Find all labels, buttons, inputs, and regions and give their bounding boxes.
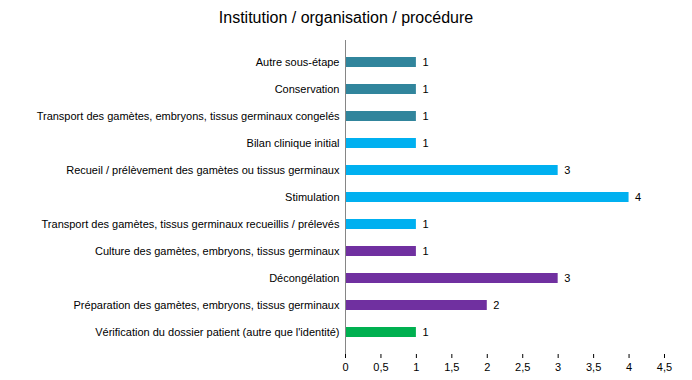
svg-text:1: 1 [413, 361, 419, 373]
svg-text:0: 0 [342, 361, 348, 373]
svg-text:Transport des gamètes, embryon: Transport des gamètes, embryons, tissus … [37, 110, 340, 122]
svg-text:2: 2 [493, 299, 499, 311]
svg-text:Conservation: Conservation [275, 83, 340, 95]
svg-text:1,5: 1,5 [444, 361, 459, 373]
svg-text:3,5: 3,5 [586, 361, 601, 373]
svg-text:Recueil / prélèvement des gamè: Recueil / prélèvement des gamètes ou tis… [66, 164, 340, 176]
svg-text:1: 1 [422, 56, 428, 68]
svg-text:1: 1 [422, 245, 428, 257]
svg-text:Vérification du dossier patien: Vérification du dossier patient (autre q… [95, 326, 339, 338]
svg-text:1: 1 [422, 326, 428, 338]
svg-text:Transport des gamètes, tissus: Transport des gamètes, tissus germinaux … [42, 218, 340, 230]
svg-text:2: 2 [484, 361, 490, 373]
svg-text:Préparation des gamètes, embry: Préparation des gamètes, embryons, tissu… [74, 299, 340, 311]
svg-text:Autre sous-étape: Autre sous-étape [256, 56, 340, 68]
svg-text:Décongélation: Décongélation [269, 272, 339, 284]
svg-text:0,5: 0,5 [373, 361, 388, 373]
svg-text:4: 4 [635, 191, 641, 203]
svg-text:1: 1 [422, 218, 428, 230]
svg-text:1: 1 [422, 137, 428, 149]
svg-text:4,5: 4,5 [657, 361, 672, 373]
svg-text:4: 4 [626, 361, 632, 373]
svg-text:Stimulation: Stimulation [285, 191, 339, 203]
svg-text:3: 3 [564, 164, 570, 176]
svg-text:Bilan clinique initial: Bilan clinique initial [247, 137, 340, 149]
svg-text:1: 1 [422, 110, 428, 122]
svg-text:Culture des gamètes, embryons,: Culture des gamètes, embryons, tissus ge… [95, 245, 340, 257]
svg-text:1: 1 [422, 83, 428, 95]
svg-text:3: 3 [555, 361, 561, 373]
svg-text:3: 3 [564, 272, 570, 284]
svg-text:2,5: 2,5 [515, 361, 530, 373]
html-text:Institution / organisation / p: Institution / organisation / procédure [218, 9, 474, 26]
